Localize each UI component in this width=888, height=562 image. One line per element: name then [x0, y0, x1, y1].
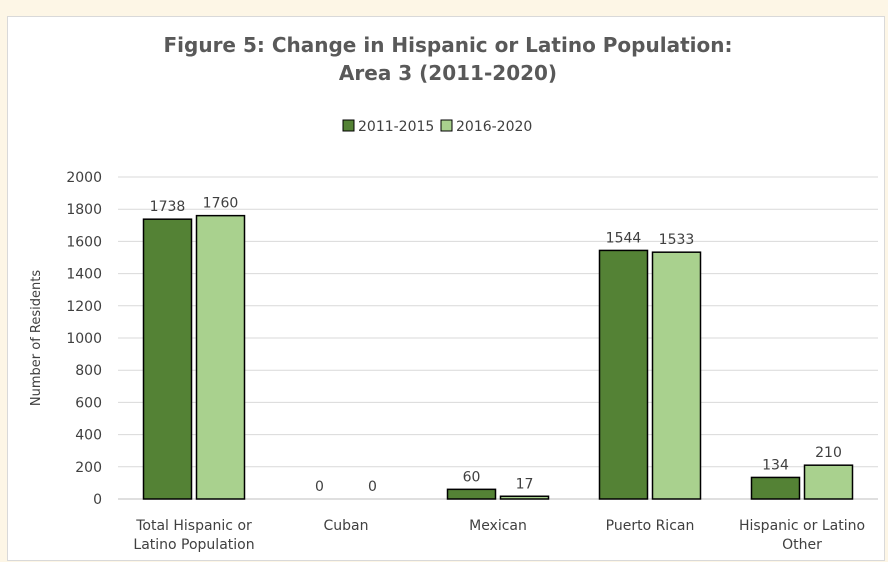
- data-label-2011-2015-0: 1738: [150, 199, 186, 215]
- legend-swatch-2011-2015: [342, 119, 355, 132]
- category-label-3-line-1: Puerto Rican: [606, 518, 695, 534]
- category-label-4-line-2: Other: [782, 537, 822, 553]
- data-label-2011-2015-2: 60: [463, 469, 481, 485]
- bar-chart: Figure 5: Change in Hispanic or Latino P…: [29, 33, 878, 553]
- bar-2011-2015-3: [598, 249, 649, 500]
- data-label-2011-2015-3: 1544: [606, 230, 642, 246]
- data-label-2016-2020-3: 1533: [659, 232, 695, 248]
- legend-swatch-2016-2020: [440, 119, 453, 132]
- y-tick-label-1800: 1800: [66, 202, 102, 218]
- bar-2011-2015-4: [750, 476, 801, 500]
- data-label-2016-2020-0: 1760: [203, 196, 239, 212]
- category-label-0-line-2: Latino Population: [133, 537, 254, 553]
- category-label-0-line-1: Total Hispanic or: [135, 518, 252, 534]
- y-tick-label-200: 200: [75, 460, 102, 476]
- category-label-2-line-1: Mexican: [469, 518, 527, 534]
- chart-frame: Figure 5: Change in Hispanic or Latino P…: [7, 16, 885, 561]
- chart-title-line-1: Figure 5: Change in Hispanic or Latino P…: [164, 33, 733, 57]
- bar-2016-2020-3: [651, 251, 702, 500]
- data-label-2016-2020-1: 0: [368, 479, 377, 495]
- bar-2011-2015-0: [142, 218, 193, 500]
- y-tick-label-1400: 1400: [66, 267, 102, 283]
- data-label-2011-2015-1: 0: [315, 479, 324, 495]
- y-tick-label-600: 600: [75, 395, 102, 411]
- y-tick-label-1200: 1200: [66, 299, 102, 315]
- bar-2016-2020-2: [499, 495, 550, 500]
- y-tick-label-800: 800: [75, 363, 102, 379]
- y-tick-label-1000: 1000: [66, 331, 102, 347]
- y-tick-label-0: 0: [93, 492, 102, 508]
- bar-2011-2015-2: [446, 488, 497, 500]
- y-axis-label: Number of Residents: [29, 270, 44, 406]
- data-label-2011-2015-4: 134: [762, 457, 789, 473]
- bar-2016-2020-4: [803, 464, 854, 500]
- legend-label-2011-2015: 2011-2015: [358, 119, 434, 135]
- category-label-4-line-1: Hispanic or Latino: [739, 518, 865, 534]
- data-label-2016-2020-2: 17: [516, 476, 534, 492]
- category-label-1-line-1: Cuban: [324, 518, 369, 534]
- legend-label-2016-2020: 2016-2020: [456, 119, 532, 135]
- y-tick-label-1600: 1600: [66, 234, 102, 250]
- data-label-2016-2020-4: 210: [815, 445, 842, 461]
- y-tick-label-400: 400: [75, 428, 102, 444]
- y-tick-label-2000: 2000: [66, 170, 102, 186]
- chart-title-line-2: Area 3 (2011-2020): [339, 61, 557, 85]
- bar-2016-2020-0: [195, 214, 246, 500]
